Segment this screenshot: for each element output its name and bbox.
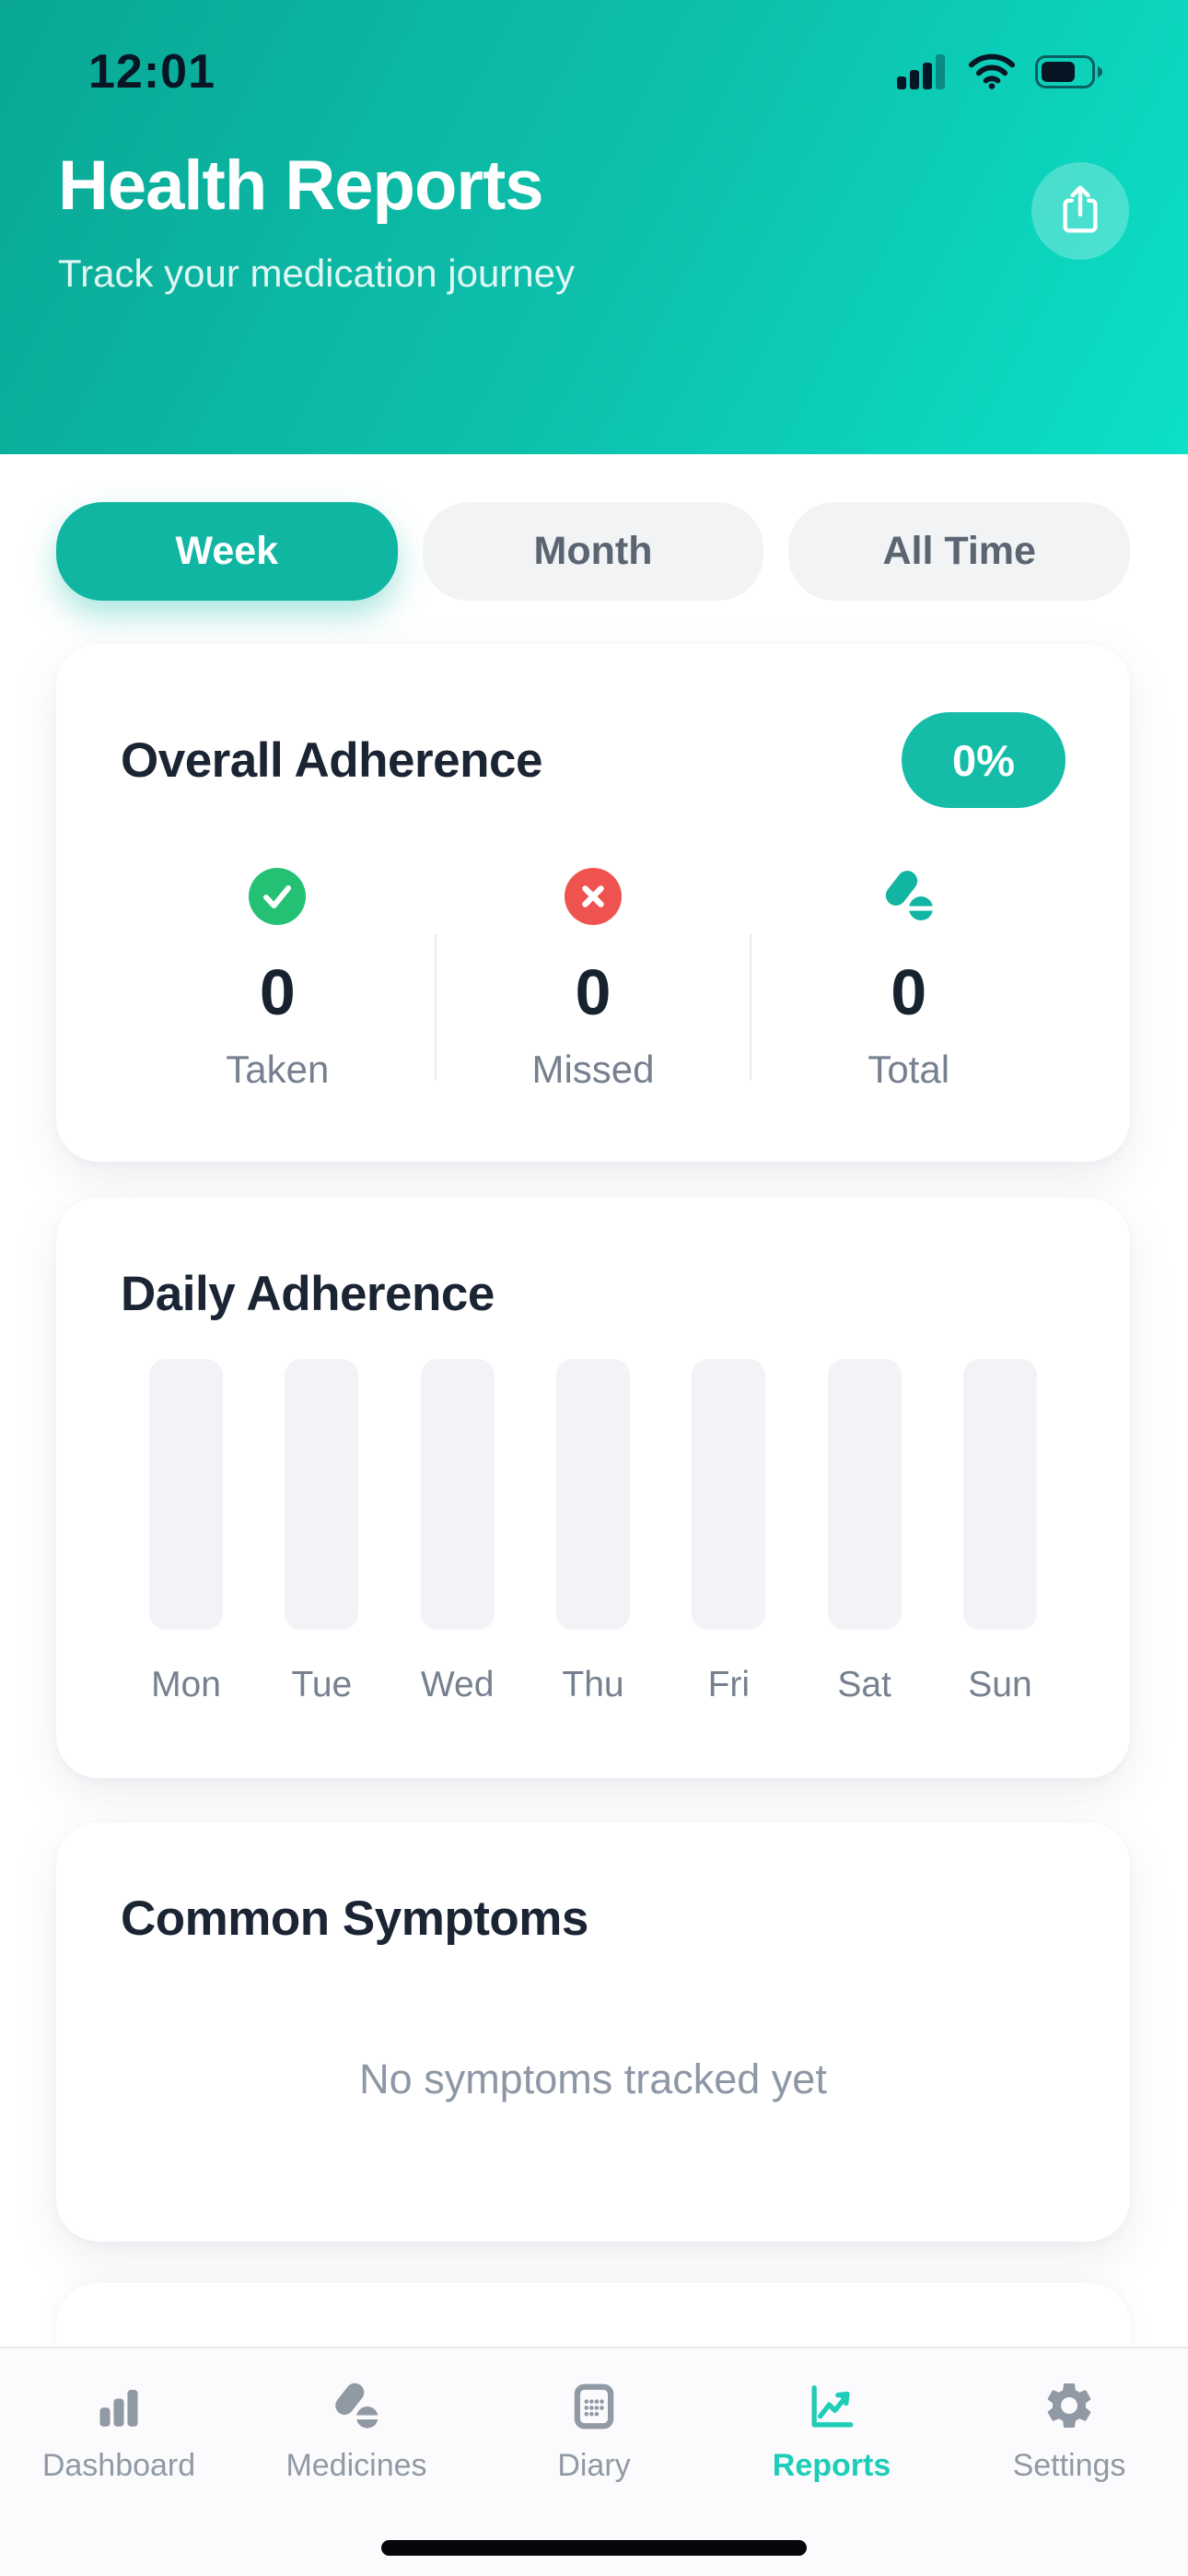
wifi-icon: [967, 53, 1017, 90]
bar-tue: [285, 1359, 359, 1630]
missed-value: 0: [575, 956, 611, 1028]
line-chart-icon: [805, 2376, 858, 2433]
bar-column-mon: Mon: [149, 1359, 223, 1705]
stat-missed: 0 Missed: [437, 867, 751, 1092]
nav-label-settings: Settings: [1012, 2448, 1126, 2483]
nav-label-reports: Reports: [772, 2448, 891, 2483]
nav-label-medicines: Medicines: [285, 2448, 427, 2483]
adherence-stats-row: 0 Taken 0 Missed: [121, 867, 1066, 1092]
x-circle-icon: [564, 867, 623, 926]
time-range-tabs: Week Month All Time: [56, 502, 1131, 601]
gear-icon: [1042, 2376, 1097, 2433]
bar-label: Thu: [562, 1665, 624, 1704]
nav-item-reports[interactable]: Reports: [713, 2376, 950, 2576]
nav-item-dashboard[interactable]: Dashboard: [0, 2376, 238, 2576]
daily-adherence-chart: Mon Tue Wed Thu Fri Sat Sun: [121, 1359, 1066, 1705]
bar-column-fri: Fri: [692, 1359, 766, 1705]
stat-divider: [750, 933, 752, 1081]
stat-total: 0 Total: [751, 867, 1066, 1092]
share-button[interactable]: [1031, 162, 1129, 260]
page-subtitle: Track your medication journey: [58, 252, 576, 295]
bar-mon: [149, 1359, 223, 1630]
adherence-percentage-badge: 0%: [902, 712, 1066, 808]
bar-label: Sat: [837, 1665, 891, 1704]
taken-value: 0: [259, 956, 296, 1028]
home-indicator[interactable]: [381, 2540, 807, 2556]
battery-icon: [1035, 55, 1103, 88]
bar-label: Sun: [968, 1665, 1032, 1704]
stat-divider: [434, 933, 437, 1081]
common-symptoms-card: Common Symptoms No symptoms tracked yet: [56, 1822, 1130, 2242]
header-text-block: Health Reports Track your medication jou…: [58, 146, 575, 296]
bar-column-sat: Sat: [827, 1359, 902, 1705]
daily-adherence-title: Daily Adherence: [121, 1267, 495, 1321]
nav-label-diary: Diary: [557, 2448, 631, 2483]
tab-month[interactable]: Month: [422, 502, 764, 601]
bar-label: Fri: [707, 1665, 751, 1704]
tab-week[interactable]: Week: [56, 502, 398, 601]
calendar-icon: [567, 2376, 621, 2433]
bottom-nav: Dashboard Medicines Diary: [0, 2347, 1188, 2576]
bar-column-thu: Thu: [555, 1359, 630, 1705]
nav-item-settings[interactable]: Settings: [950, 2376, 1188, 2576]
symptoms-empty-message: No symptoms tracked yet: [359, 2055, 827, 2102]
overall-adherence-title: Overall Adherence: [121, 732, 542, 788]
bar-label: Wed: [420, 1665, 495, 1704]
tab-all-time[interactable]: All Time: [788, 502, 1131, 601]
bar-fri: [692, 1359, 766, 1630]
bar-column-sun: Sun: [962, 1359, 1037, 1705]
total-label: Total: [868, 1048, 950, 1091]
header: 12:01: [0, 0, 1188, 454]
page-title: Health Reports: [58, 146, 544, 225]
bar-label: Mon: [151, 1665, 221, 1704]
share-icon: [1054, 181, 1106, 242]
bar-sun: [962, 1359, 1037, 1630]
pills-icon: [879, 867, 938, 926]
bar-chart-icon: [92, 2376, 146, 2433]
overall-adherence-card: Overall Adherence 0% 0 Taken 0 Missed: [56, 644, 1130, 1162]
nav-label-dashboard: Dashboard: [41, 2448, 196, 2483]
check-circle-icon: [248, 867, 307, 926]
nav-item-medicines[interactable]: Medicines: [238, 2376, 475, 2576]
bar-column-tue: Tue: [285, 1359, 359, 1705]
missed-label: Missed: [531, 1048, 655, 1091]
nav-item-diary[interactable]: Diary: [475, 2376, 713, 2576]
partial-next-card: [56, 2283, 1130, 2349]
bar-thu: [555, 1359, 630, 1630]
status-time: 12:01: [88, 45, 215, 99]
status-bar: 12:01: [0, 0, 1188, 111]
taken-label: Taken: [226, 1048, 330, 1091]
bar-sat: [827, 1359, 902, 1630]
bar-column-wed: Wed: [420, 1359, 495, 1705]
common-symptoms-title: Common Symptoms: [121, 1891, 588, 1946]
pills-icon: [330, 2376, 383, 2433]
status-icons: [897, 53, 1103, 90]
daily-adherence-card: Daily Adherence Mon Tue Wed Thu Fri Sat …: [56, 1198, 1130, 1778]
cellular-signal-icon: [897, 54, 949, 89]
stat-taken: 0 Taken: [121, 867, 435, 1092]
bar-wed: [420, 1359, 495, 1630]
total-value: 0: [891, 956, 927, 1028]
bar-label: Tue: [291, 1665, 353, 1704]
